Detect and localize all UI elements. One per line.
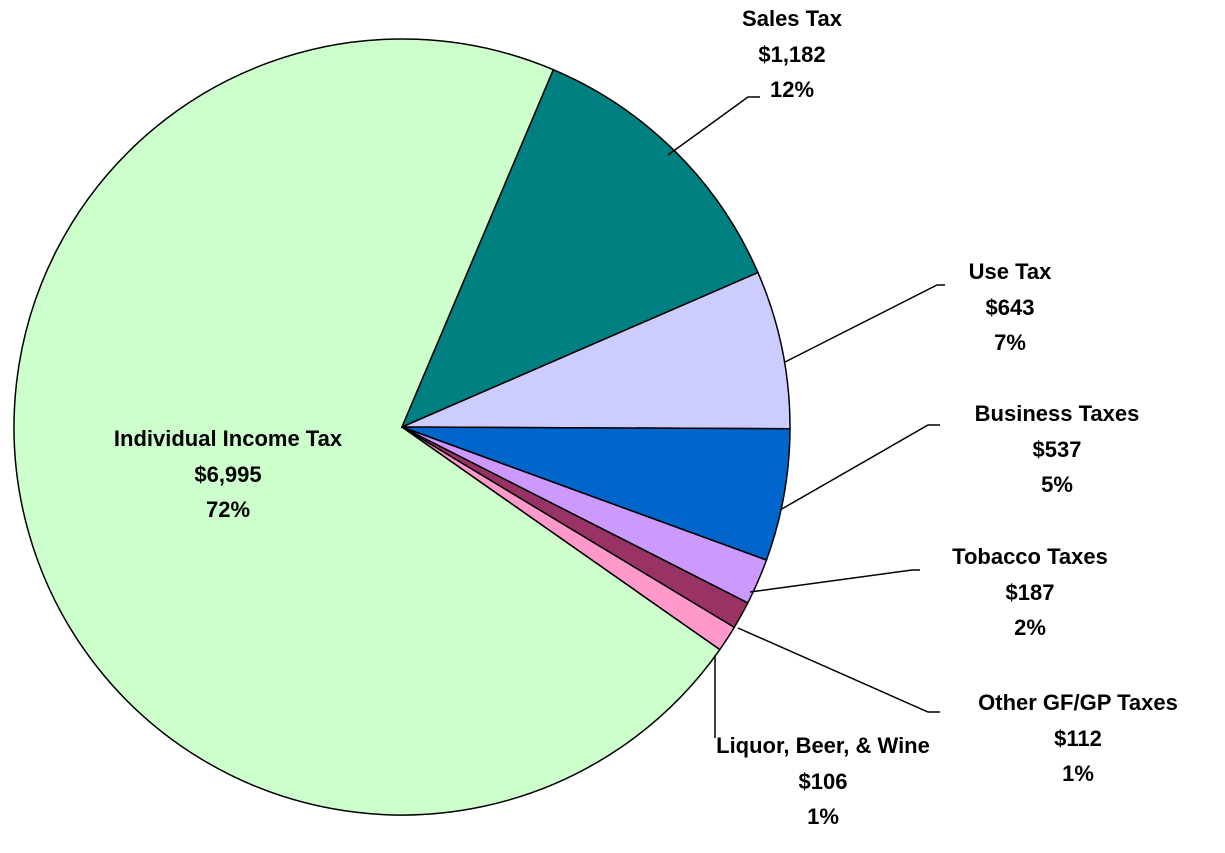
value-label: $187 bbox=[1006, 580, 1055, 605]
leader-line bbox=[749, 569, 920, 593]
slice-label: Individual Income Tax bbox=[114, 426, 343, 451]
value-label: $112 bbox=[1054, 726, 1102, 751]
percent-label: 12% bbox=[770, 77, 814, 102]
pie-slice bbox=[401, 426, 791, 562]
pie-slice bbox=[13, 38, 721, 816]
value-label: $643 bbox=[986, 295, 1035, 320]
slice-label: Other GF/GP Taxes bbox=[978, 690, 1178, 715]
percent-label: 1% bbox=[807, 804, 839, 829]
percent-label: 7% bbox=[994, 330, 1026, 355]
pie-slice bbox=[400, 68, 759, 429]
pie-slice bbox=[401, 426, 736, 651]
slice-label: Use Tax bbox=[969, 259, 1053, 284]
slice-label: Sales Tax bbox=[742, 6, 843, 31]
percent-label: 5% bbox=[1041, 472, 1073, 497]
slice-label: Tobacco Taxes bbox=[952, 544, 1108, 569]
slice-label: Liquor, Beer, & Wine bbox=[716, 733, 930, 758]
value-label: $106 bbox=[799, 769, 848, 794]
percent-label: 1% bbox=[1062, 761, 1094, 786]
leader-line bbox=[667, 96, 760, 156]
percent-label: 2% bbox=[1014, 615, 1046, 640]
leader-line bbox=[737, 627, 940, 713]
value-label: $1,182 bbox=[758, 42, 825, 67]
leader-line bbox=[779, 424, 940, 511]
value-label: $6,995 bbox=[194, 462, 261, 487]
value-label: $537 bbox=[1033, 437, 1082, 462]
pie-slice bbox=[401, 271, 791, 430]
percent-label: 72% bbox=[206, 497, 250, 522]
slice-label: Business Taxes bbox=[975, 401, 1140, 426]
leader-line bbox=[784, 284, 945, 363]
